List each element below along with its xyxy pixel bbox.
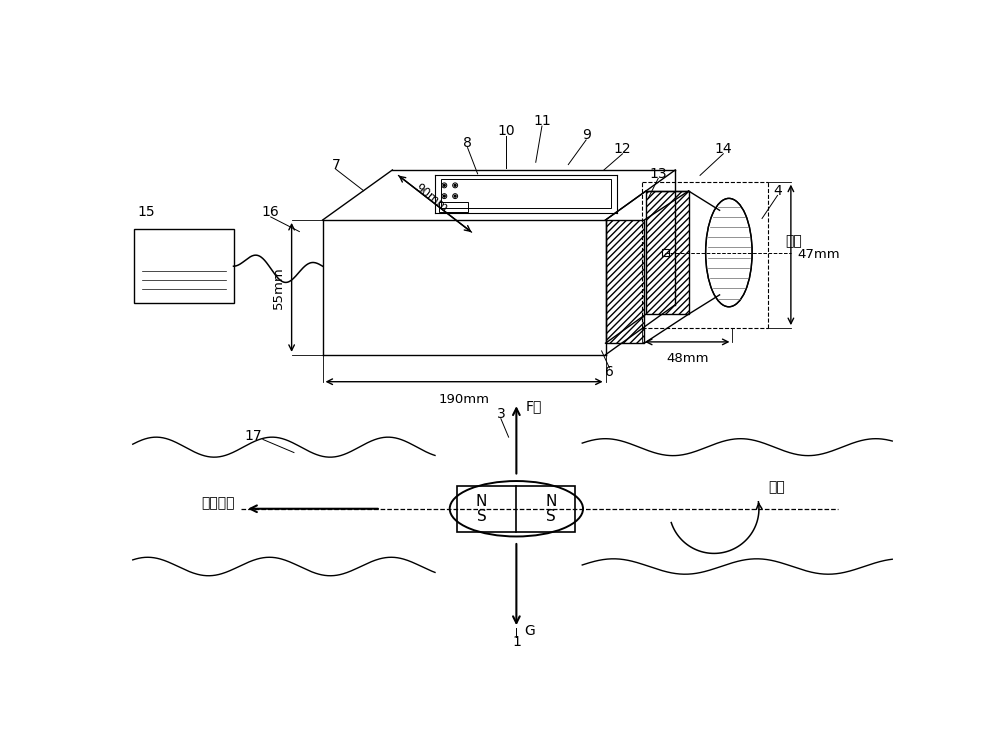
Bar [457, 485, 575, 532]
Text: 8: 8 [463, 136, 472, 150]
Bar [606, 220, 644, 343]
Text: 14: 14 [714, 142, 732, 157]
Circle shape [454, 195, 456, 197]
Text: 12: 12 [614, 142, 631, 157]
Text: 90mm: 90mm [412, 181, 450, 214]
Text: S: S [546, 509, 556, 524]
Text: 13: 13 [649, 167, 667, 181]
Text: 16: 16 [262, 205, 280, 219]
Text: 7: 7 [331, 157, 340, 172]
Text: 17: 17 [244, 428, 262, 443]
Text: F吸: F吸 [526, 399, 542, 413]
Circle shape [443, 195, 445, 197]
Text: 移动方向: 移动方向 [202, 497, 235, 510]
Text: 55mm: 55mm [272, 266, 285, 309]
Bar [441, 179, 611, 208]
Text: G: G [524, 624, 535, 638]
Text: 4: 4 [773, 184, 782, 198]
Text: 11: 11 [533, 115, 551, 128]
Text: S: S [477, 509, 486, 524]
Text: 3: 3 [496, 407, 505, 421]
Text: N: N [546, 494, 557, 509]
Ellipse shape [450, 481, 583, 536]
Text: 旋转: 旋转 [785, 234, 802, 249]
Ellipse shape [706, 198, 752, 307]
Bar [134, 229, 234, 303]
Text: N: N [476, 494, 487, 509]
Text: 47mm: 47mm [797, 249, 840, 261]
Bar [646, 191, 689, 314]
Text: 1: 1 [512, 635, 521, 649]
Text: 9: 9 [582, 128, 591, 142]
Bar [439, 201, 468, 211]
Text: 旋转: 旋转 [768, 480, 785, 494]
Text: 10: 10 [497, 124, 515, 139]
Circle shape [443, 184, 445, 187]
Text: 190mm: 190mm [439, 393, 490, 406]
Bar [662, 249, 669, 256]
Text: 48mm: 48mm [666, 352, 708, 365]
Circle shape [454, 184, 456, 187]
Text: 15: 15 [138, 205, 156, 219]
Text: 6: 6 [605, 366, 614, 380]
